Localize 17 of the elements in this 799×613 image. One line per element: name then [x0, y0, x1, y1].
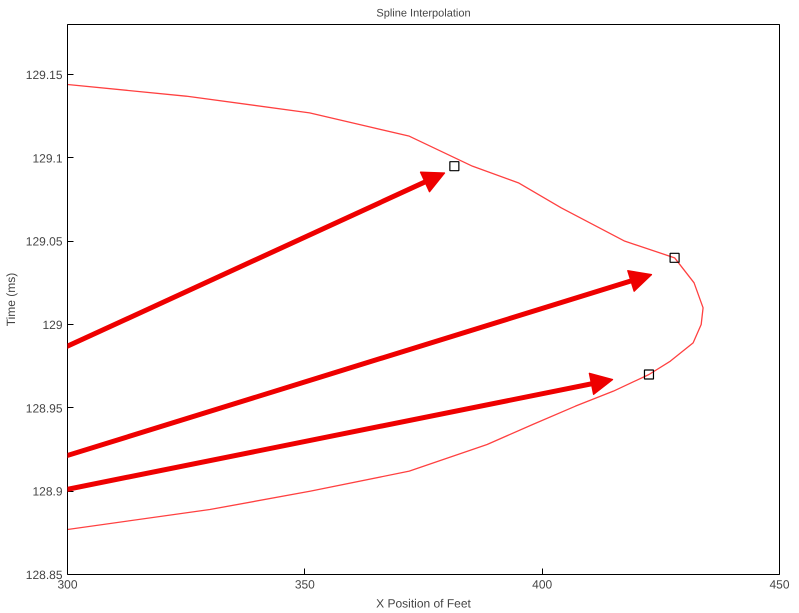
y-axis-title: Time (ms) — [4, 272, 18, 326]
x-axis-title: X Position of Feet — [376, 596, 472, 610]
y-tick-label: 129.15 — [26, 68, 63, 82]
x-tick-label: 300 — [57, 578, 78, 592]
point — [644, 369, 654, 380]
point — [449, 161, 460, 172]
x-tick-label: 350 — [294, 578, 316, 592]
y-tick-label: 129.1 — [32, 151, 63, 166]
line-series — [68, 84, 704, 530]
y-tick-label: 128.95 — [26, 401, 63, 416]
x-tick-label: 400 — [532, 578, 553, 592]
y-tick-label: 128.9 — [32, 484, 63, 499]
y-tick-label: 129.05 — [26, 234, 63, 249]
point — [670, 252, 680, 263]
x-tick-label: 450 — [769, 578, 790, 592]
chart-title: Spline Interpolation — [376, 8, 471, 20]
y-tick-label: 129 — [42, 318, 63, 332]
